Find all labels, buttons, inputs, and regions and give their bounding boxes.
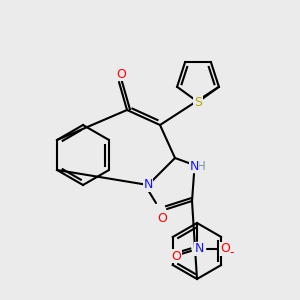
Text: N: N [189,160,199,172]
Text: N: N [194,242,204,256]
Text: H: H [196,160,206,172]
Text: N: N [143,178,153,191]
Text: -: - [230,247,234,260]
Text: O: O [220,242,230,256]
Text: S: S [194,95,202,109]
Text: O: O [157,212,167,224]
Text: O: O [171,250,181,262]
Text: O: O [116,68,126,80]
